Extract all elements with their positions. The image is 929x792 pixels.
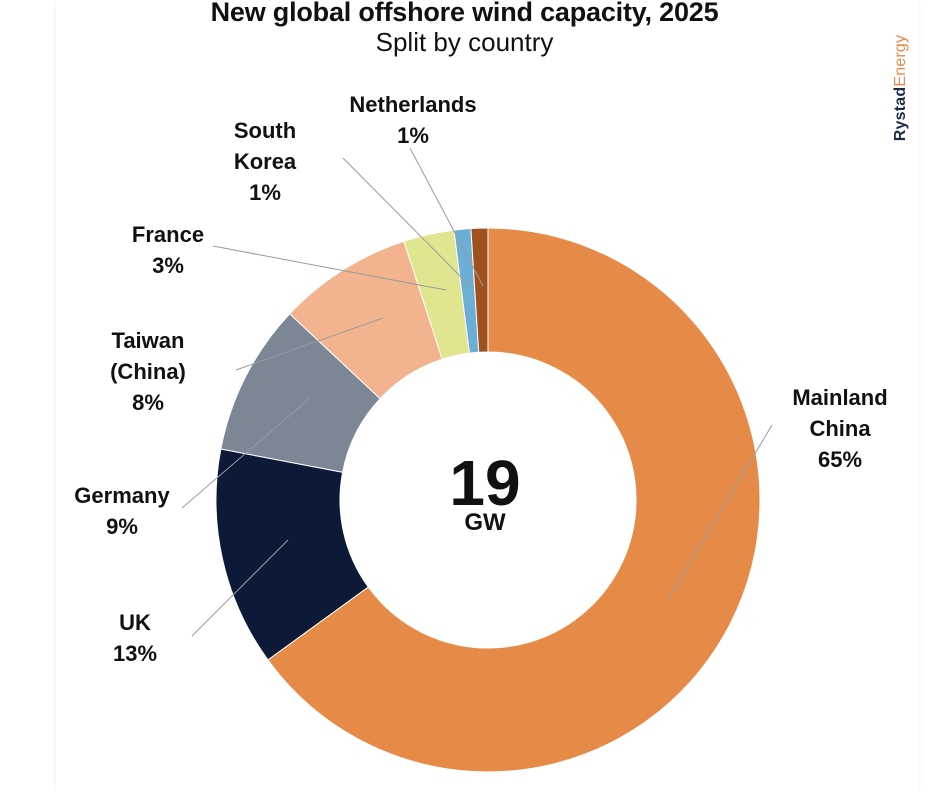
center-value: 19: [449, 447, 520, 519]
slice-netherlands: [470, 227, 489, 353]
category-label-mainland-china: China: [809, 416, 871, 441]
category-label-germany: Germany: [74, 483, 170, 508]
category-label-mainland-china: Mainland: [792, 385, 887, 410]
value-label-mainland-china: 65%: [818, 447, 862, 472]
value-label-france: 3%: [152, 253, 184, 278]
category-label-uk: UK: [119, 610, 151, 635]
value-label-netherlands: 1%: [397, 123, 429, 148]
leader-line-taiwan-china: [235, 317, 384, 371]
leader-line-mainland-china: [667, 424, 773, 601]
leader-line-germany: [181, 397, 311, 509]
value-label-taiwan-china: 8%: [132, 390, 164, 415]
value-label-uk: 13%: [113, 641, 157, 666]
category-label-south-korea: Korea: [234, 149, 297, 174]
category-label-taiwan-china: (China): [110, 359, 186, 384]
category-label-south-korea: South: [234, 118, 296, 143]
slice-uk: [215, 448, 369, 661]
category-label-netherlands: Netherlands: [349, 92, 476, 117]
chart-title: New global offshore wind capacity, 2025: [210, 0, 719, 27]
labels-group: Mainland China 65% UK 13% Germany 9% Taiwan (Chi…: [74, 92, 887, 666]
leader-line-south-korea: [342, 157, 471, 287]
center-unit: GW: [464, 509, 506, 536]
category-label-france: France: [132, 222, 204, 247]
slices-group: [215, 227, 761, 773]
value-label-germany: 9%: [106, 514, 138, 539]
leader-line-netherlands: [409, 147, 484, 287]
category-label-taiwan-china: Taiwan: [112, 328, 185, 353]
leader-line-uk: [191, 539, 289, 637]
value-label-south-korea: 1%: [249, 180, 281, 205]
leader-line-france: [212, 245, 447, 291]
slice-mainland-china: [267, 227, 761, 773]
leader-lines-group: [181, 147, 773, 637]
chart-subtitle: Split by country: [375, 27, 554, 57]
